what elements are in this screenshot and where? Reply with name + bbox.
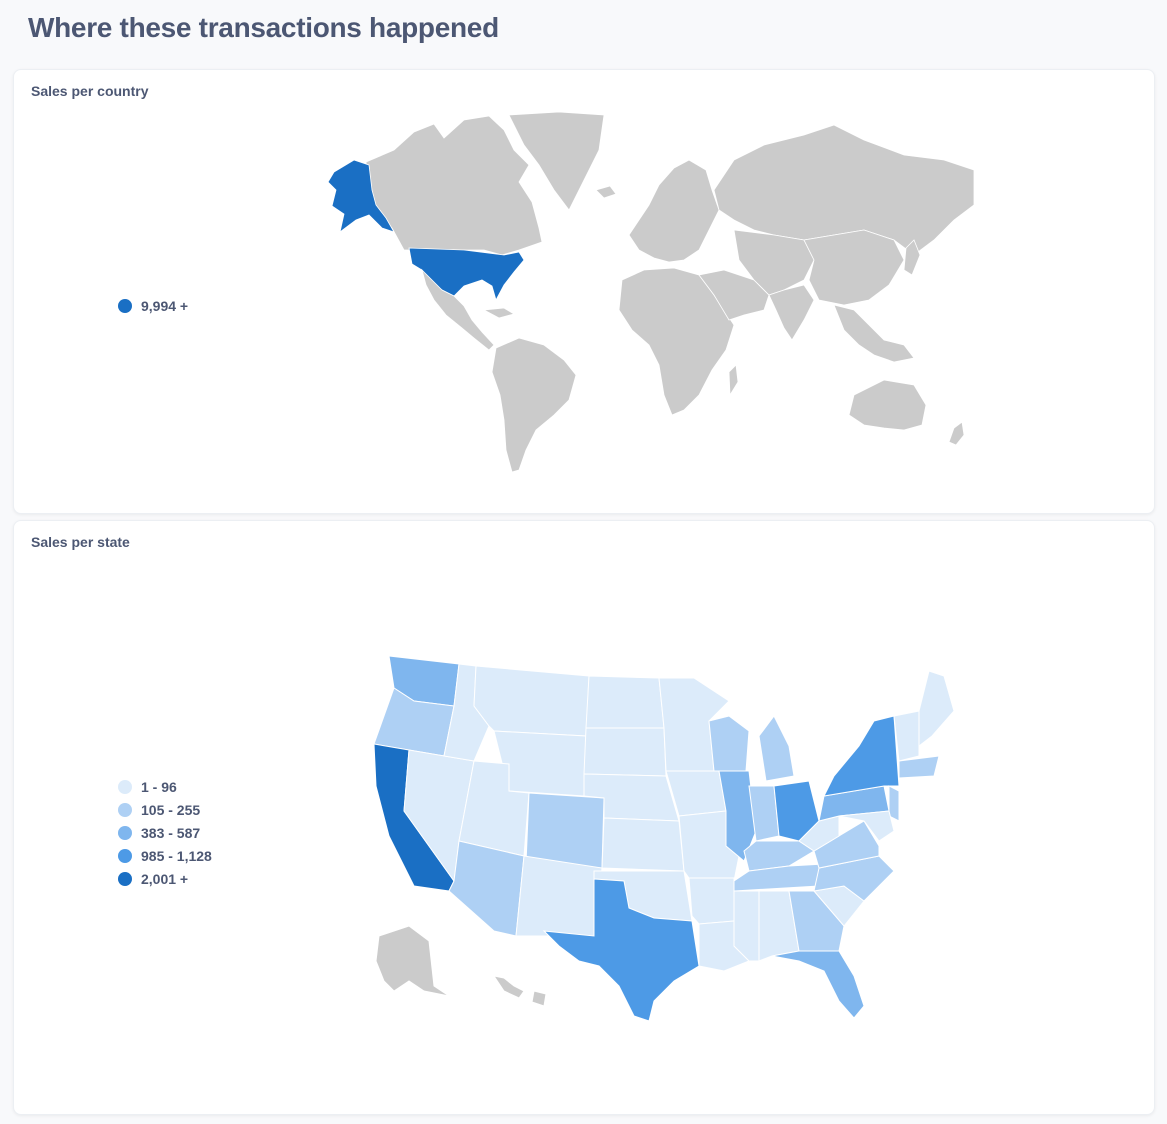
map-region-mexico[interactable] [421,268,495,351]
legend-label: 105 - 255 [141,801,201,818]
state-florida[interactable] [771,950,865,1019]
legend-item: 9,994 + [118,294,188,317]
map-region-middle-east[interactable] [698,269,770,321]
state-illinois[interactable] [718,770,757,862]
state-new-mexico[interactable] [515,855,603,937]
legend-dot [118,848,132,863]
legend-label: 985 - 1,128 [141,847,212,864]
legend-item: 985 - 1,128 [118,844,212,867]
card-title-state[interactable]: Sales per state [31,534,130,550]
legend-label: 1 - 96 [141,778,177,795]
us-states-map [373,655,954,1021]
state-legend: 1 - 96 105 - 255 383 - 587 985 - 1,128 2… [118,775,212,890]
state-hawaii[interactable] [492,975,547,1007]
map-region-australia[interactable] [848,379,927,431]
state-new-england-south[interactable] [898,755,940,779]
map-region-india[interactable] [768,284,815,341]
state-colorado[interactable] [525,792,605,869]
legend-dot [118,802,132,817]
legend-dot [118,825,132,840]
legend-label: 9,994 + [141,297,189,314]
map-region-madagascar[interactable] [728,364,739,397]
world-map [327,111,975,473]
state-georgia[interactable] [788,890,845,952]
state-arkansas[interactable] [688,877,735,925]
state-south-dakota[interactable] [583,727,667,777]
map-region-alaska[interactable] [327,159,395,233]
state-alaska[interactable] [375,925,450,997]
legend-dot [118,298,132,313]
map-region-greenland[interactable] [508,111,605,211]
map-region-japan[interactable] [903,239,921,276]
state-montana[interactable] [473,665,590,737]
state-tennessee[interactable] [733,863,825,892]
state-texas[interactable] [542,878,700,1021]
map-region-central-asia[interactable] [733,229,815,296]
map-region-africa[interactable] [618,267,735,416]
legend-dot [118,779,132,794]
map-region-russia[interactable] [713,124,975,256]
map-region-southeast-asia[interactable] [833,304,915,363]
map-region-canada[interactable] [365,115,543,256]
map-region-china[interactable] [803,229,905,306]
map-region-new-zealand[interactable] [948,421,965,446]
country-legend: 9,994 + [118,294,188,317]
state-new-jersey[interactable] [888,785,900,822]
state-north-dakota[interactable] [585,675,665,729]
map-region-south-america[interactable] [491,337,577,473]
legend-label: 383 - 587 [141,824,201,841]
state-arizona[interactable] [448,840,525,937]
map-region-iceland[interactable] [595,185,617,199]
state-maine[interactable] [918,670,954,748]
page-title: Where these transactions happened [28,12,499,43]
state-vermont-nh[interactable] [893,710,920,762]
map-region-caribbean[interactable] [482,307,516,319]
legend-label: 2,001 + [141,870,189,887]
state-west-virginia[interactable] [798,815,840,852]
legend-item: 2,001 + [118,867,212,890]
state-new-york[interactable] [823,715,900,797]
state-maryland-delaware[interactable] [838,810,895,842]
legend-item: 383 - 587 [118,821,212,844]
legend-item: 1 - 96 [118,775,212,798]
state-wisconsin[interactable] [708,715,750,772]
sales-per-state-card: Sales per state 1 - 96 105 - 255 383 - 5… [13,520,1155,1115]
state-mississippi[interactable] [733,890,760,962]
sales-per-country-card: Sales per country 9,994 + [13,69,1155,514]
legend-item: 105 - 255 [118,798,212,821]
state-michigan[interactable] [758,715,795,782]
legend-dot [118,871,132,886]
card-title-country[interactable]: Sales per country [31,83,149,99]
map-region-europe[interactable] [628,159,720,263]
state-kansas[interactable] [601,817,685,872]
